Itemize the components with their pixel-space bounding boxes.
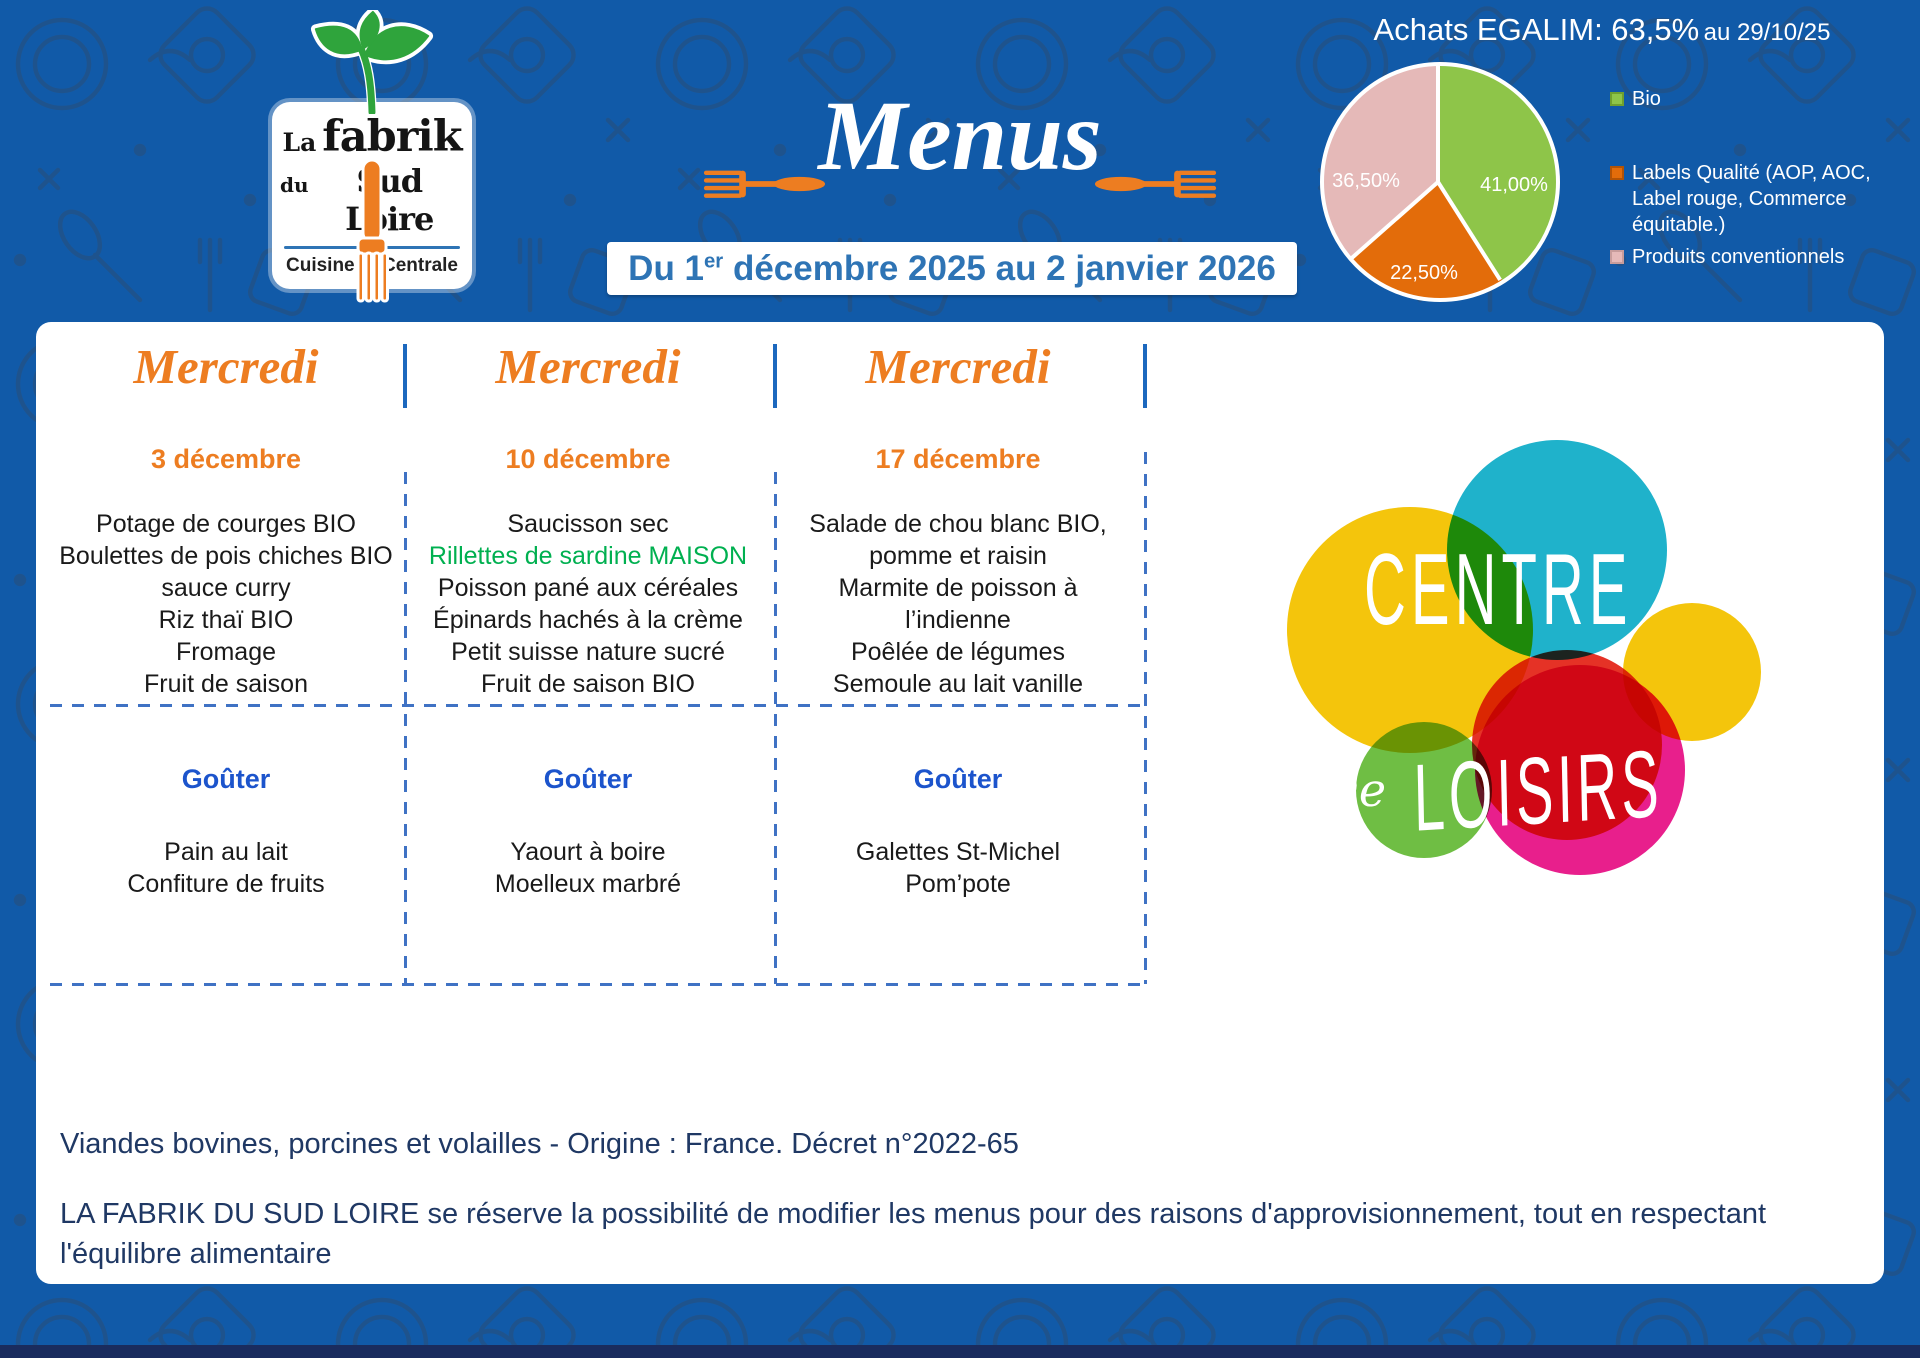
period-prefix: Du 1 — [628, 248, 705, 288]
bottom-border — [0, 1345, 1920, 1358]
menu-item: Potage de courges BIO — [96, 510, 356, 538]
plant-icon — [310, 10, 434, 114]
legend-item-labels-qualite: Labels Qualité (AOP, AOC, Label rouge, C… — [1610, 160, 1920, 238]
logo-cuisine: Cuisine — [286, 255, 355, 276]
fabrik-logo: La fabrik du Sud Loire Cuisine Centrale — [272, 10, 472, 303]
egalim-pie-chart: 36,50% 41,00% 22,50% — [1320, 62, 1560, 302]
fork-icon — [356, 158, 389, 303]
gouter-items-1: Pain au lait Confiture de fruits — [46, 836, 406, 900]
period-superscript: er — [704, 249, 724, 272]
page-title: Menus — [818, 80, 1102, 191]
meat-origin-note: Viandes bovines, porcines et volailles -… — [60, 1128, 1019, 1160]
menu-items-3: Salade de chou blanc BIO, pomme et raisi… — [778, 508, 1138, 700]
menu-disclaimer: LA FABRIK DU SUD LOIRE se réserve la pos… — [60, 1198, 1767, 1270]
menu-item: Boulettes de pois chiches BIO — [59, 542, 393, 570]
loisirs-word-de: De — [1322, 763, 1387, 817]
menu-panel: Mercredi 3 décembre Potage de courges BI… — [36, 322, 1884, 1284]
menu-item: Poisson pané aux céréales — [437, 574, 739, 602]
menu-item: pomme et raisin — [869, 542, 1047, 570]
pie-divider — [1436, 66, 1440, 182]
gouter-header-3: Goûter — [913, 764, 1003, 794]
menu-item: Fromage — [175, 638, 277, 666]
fork-left-icon — [703, 170, 826, 198]
menu-item: Épinards hachés à la crème — [433, 606, 743, 634]
legend-label-conventionnels: Produits conventionnels — [1632, 246, 1845, 268]
logo-bubble-teal — [1447, 440, 1667, 660]
gouter-items-2: Yaourt à boire Moelleux marbré — [408, 836, 768, 900]
menu-item: Semoule au lait vanille — [832, 670, 1084, 698]
dashed-separator — [774, 472, 777, 984]
menu-item: l’indienne — [905, 606, 1011, 634]
day-header-3: Mercredi — [865, 339, 1051, 394]
gouter-item: Galettes St-Michel — [855, 838, 1061, 866]
menu-items-1: Potage de courges BIO Boulettes de pois … — [46, 508, 406, 700]
period-banner: Du 1er décembre 2025 au 2 janvier 2026 — [607, 242, 1297, 295]
dashed-separator — [404, 472, 407, 984]
legend-label-labels-qualite: Labels Qualité (AOP, AOC, Label rouge, C… — [1632, 162, 1871, 236]
legend-label-bio: Bio — [1632, 88, 1661, 110]
menu-item: Marmite de poisson à — [838, 574, 1078, 602]
logo-la: La — [282, 128, 317, 157]
legend-item-bio: Bio — [1610, 86, 1661, 112]
dashed-separator — [1144, 452, 1147, 984]
date-header-1: 3 décembre — [150, 444, 302, 474]
menu-item-homemade: Rillettes de sardine MAISON — [428, 542, 748, 570]
loisirs-word-loisirs: LOISIRS — [1412, 729, 1664, 852]
centre-de-loisirs-logo: CENTRE De LOISIRS — [1246, 417, 1806, 897]
egalim-title-text: Achats EGALIM: 63,5% — [1373, 12, 1700, 47]
gouter-header-1: Goûter — [181, 764, 271, 794]
column-separator — [1143, 344, 1147, 408]
menu-item: Poêlée de légumes — [850, 638, 1066, 666]
menu-item: sauce curry — [161, 574, 291, 602]
pie-label-labels-qualite: 22,50% — [1390, 262, 1458, 284]
menu-item: Riz thaï BIO — [158, 606, 294, 634]
logo-centrale: Centrale — [381, 255, 458, 276]
pie-label-conventionnels: 36,50% — [1332, 170, 1400, 192]
legend-swatch-bio — [1610, 92, 1624, 106]
gouter-item: Confiture de fruits — [127, 870, 325, 898]
loisirs-word-centre: CENTRE — [1364, 532, 1633, 647]
logo-bubble-magenta — [1475, 665, 1685, 875]
gouter-item: Pom’pote — [905, 870, 1011, 898]
gouter-header-2: Goûter — [543, 764, 633, 794]
logo-fabrik: fabrik — [322, 112, 462, 162]
egalim-date-text: au 29/10/25 — [1703, 19, 1831, 46]
legend-item-conventionnels: Produits conventionnels — [1610, 244, 1844, 270]
legend-swatch-labels-qualite — [1610, 166, 1624, 180]
gouter-items-3: Galettes St-Michel Pom’pote — [778, 836, 1138, 900]
dashed-separator — [50, 983, 1148, 986]
menu-item: Petit suisse nature sucré — [451, 638, 725, 666]
date-header-3: 17 décembre — [875, 444, 1041, 474]
gouter-item: Moelleux marbré — [494, 870, 682, 898]
logo-bubble-green — [1356, 722, 1492, 858]
dashed-separator — [50, 704, 1148, 707]
menu-items-2: Saucisson sec Rillettes de sardine MAISO… — [408, 508, 768, 700]
date-header-2: 10 décembre — [505, 444, 671, 474]
day-header-1: Mercredi — [133, 339, 319, 394]
logo-name-line2: du Sud Loire — [280, 162, 464, 238]
menu-item: Fruit de saison — [144, 670, 308, 698]
period-suffix: décembre 2025 au 2 janvier 2026 — [723, 248, 1276, 288]
legend-swatch-conventionnels — [1610, 250, 1624, 264]
period-text: Du 1er décembre 2025 au 2 janvier 2026 — [628, 249, 1276, 289]
logo-tagline: Cuisine Centrale — [280, 255, 464, 277]
column-separator — [773, 344, 777, 408]
menu-item: Salade de chou blanc BIO, — [809, 510, 1107, 538]
logo-du: du — [280, 173, 309, 197]
logo-name-line1: La fabrik — [280, 112, 464, 162]
egalim-heading: Achats EGALIM: 63,5% au 29/10/25 — [1372, 12, 1832, 48]
menu-item: Saucisson sec — [507, 510, 669, 538]
day-header-2: Mercredi — [495, 339, 681, 394]
menu-item: Fruit de saison BIO — [481, 670, 695, 698]
gouter-item: Pain au lait — [164, 838, 288, 866]
gouter-item: Yaourt à boire — [510, 838, 666, 866]
fork-right-icon — [1094, 170, 1217, 198]
column-separator — [403, 344, 407, 408]
pie-label-bio: 41,00% — [1480, 174, 1548, 196]
